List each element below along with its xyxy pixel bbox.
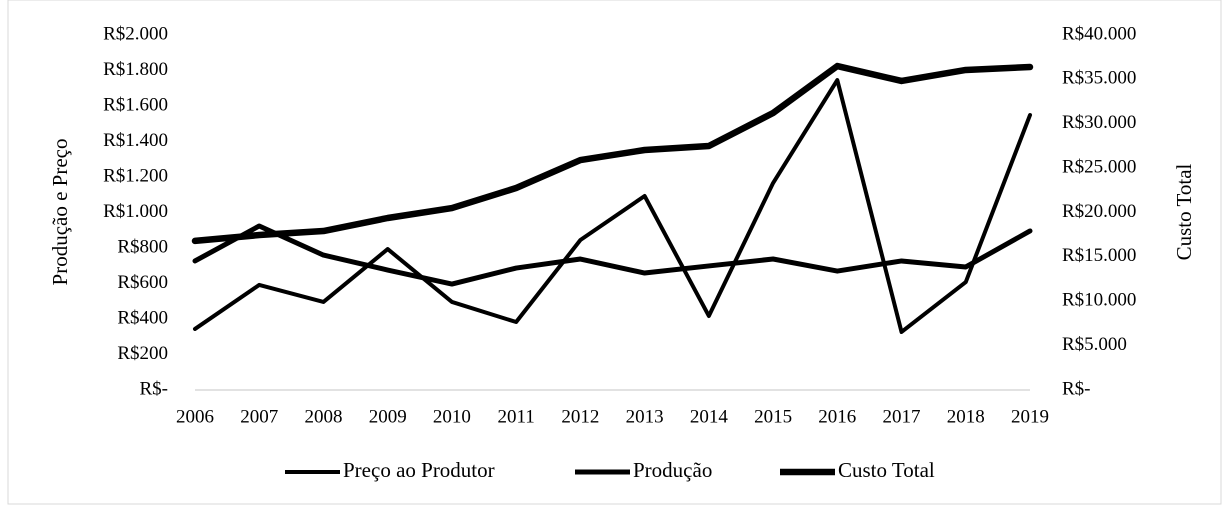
x-tick-label: 2018 xyxy=(947,406,985,427)
y-tick-label: R$1.000 xyxy=(103,201,168,222)
y2-tick-label: R$35.000 xyxy=(1062,68,1136,89)
legend-label: Produção xyxy=(633,458,712,482)
x-tick-label: 2009 xyxy=(369,406,407,427)
x-tick-label: 2017 xyxy=(883,406,921,427)
x-tick-label: 2019 xyxy=(1011,406,1049,427)
y2-axis-label: Custo Total xyxy=(1172,163,1196,260)
y2-tick-label: R$20.000 xyxy=(1062,201,1136,222)
x-tick-label: 2006 xyxy=(176,406,214,427)
y2-tick-label: R$- xyxy=(1062,378,1091,399)
y2-tick-label: R$30.000 xyxy=(1062,112,1136,133)
x-tick-label: 2011 xyxy=(498,406,535,427)
y-tick-label: R$400 xyxy=(117,307,168,328)
x-tick-label: 2010 xyxy=(433,406,471,427)
x-tick-label: 2008 xyxy=(304,406,342,427)
x-tick-label: 2007 xyxy=(240,406,278,427)
y-tick-label: R$2.000 xyxy=(103,23,168,44)
x-tick-label: 2014 xyxy=(690,406,729,427)
y-tick-label: R$1.400 xyxy=(103,130,168,151)
y-tick-label: R$1.200 xyxy=(103,165,168,186)
series-line xyxy=(191,62,1034,245)
series-line xyxy=(193,78,1032,334)
y-axis-label: Produção e Preço xyxy=(48,139,72,286)
x-tick-label: 2012 xyxy=(561,406,599,427)
y-tick-label: R$- xyxy=(140,378,169,399)
y2-tick-label: R$15.000 xyxy=(1062,245,1136,266)
x-tick-label: 2015 xyxy=(754,406,792,427)
y-tick-label: R$200 xyxy=(117,343,168,364)
y2-tick-label: R$40.000 xyxy=(1062,23,1136,44)
x-tick-label: 2016 xyxy=(818,406,856,427)
y-tick-label: R$1.600 xyxy=(103,94,168,115)
y2-tick-label: R$10.000 xyxy=(1062,290,1136,311)
x-tick-label: 2013 xyxy=(626,406,664,427)
series-line xyxy=(192,223,1033,287)
y2-tick-label: R$5.000 xyxy=(1062,334,1127,355)
legend-label: Preço ao Produtor xyxy=(343,458,495,482)
y-tick-label: R$600 xyxy=(117,272,168,293)
chart-frame xyxy=(7,0,1222,505)
y2-tick-label: R$25.000 xyxy=(1062,156,1136,177)
y-tick-label: R$1.800 xyxy=(103,59,168,80)
legend-label: Custo Total xyxy=(838,458,935,482)
y-tick-label: R$800 xyxy=(117,236,168,257)
